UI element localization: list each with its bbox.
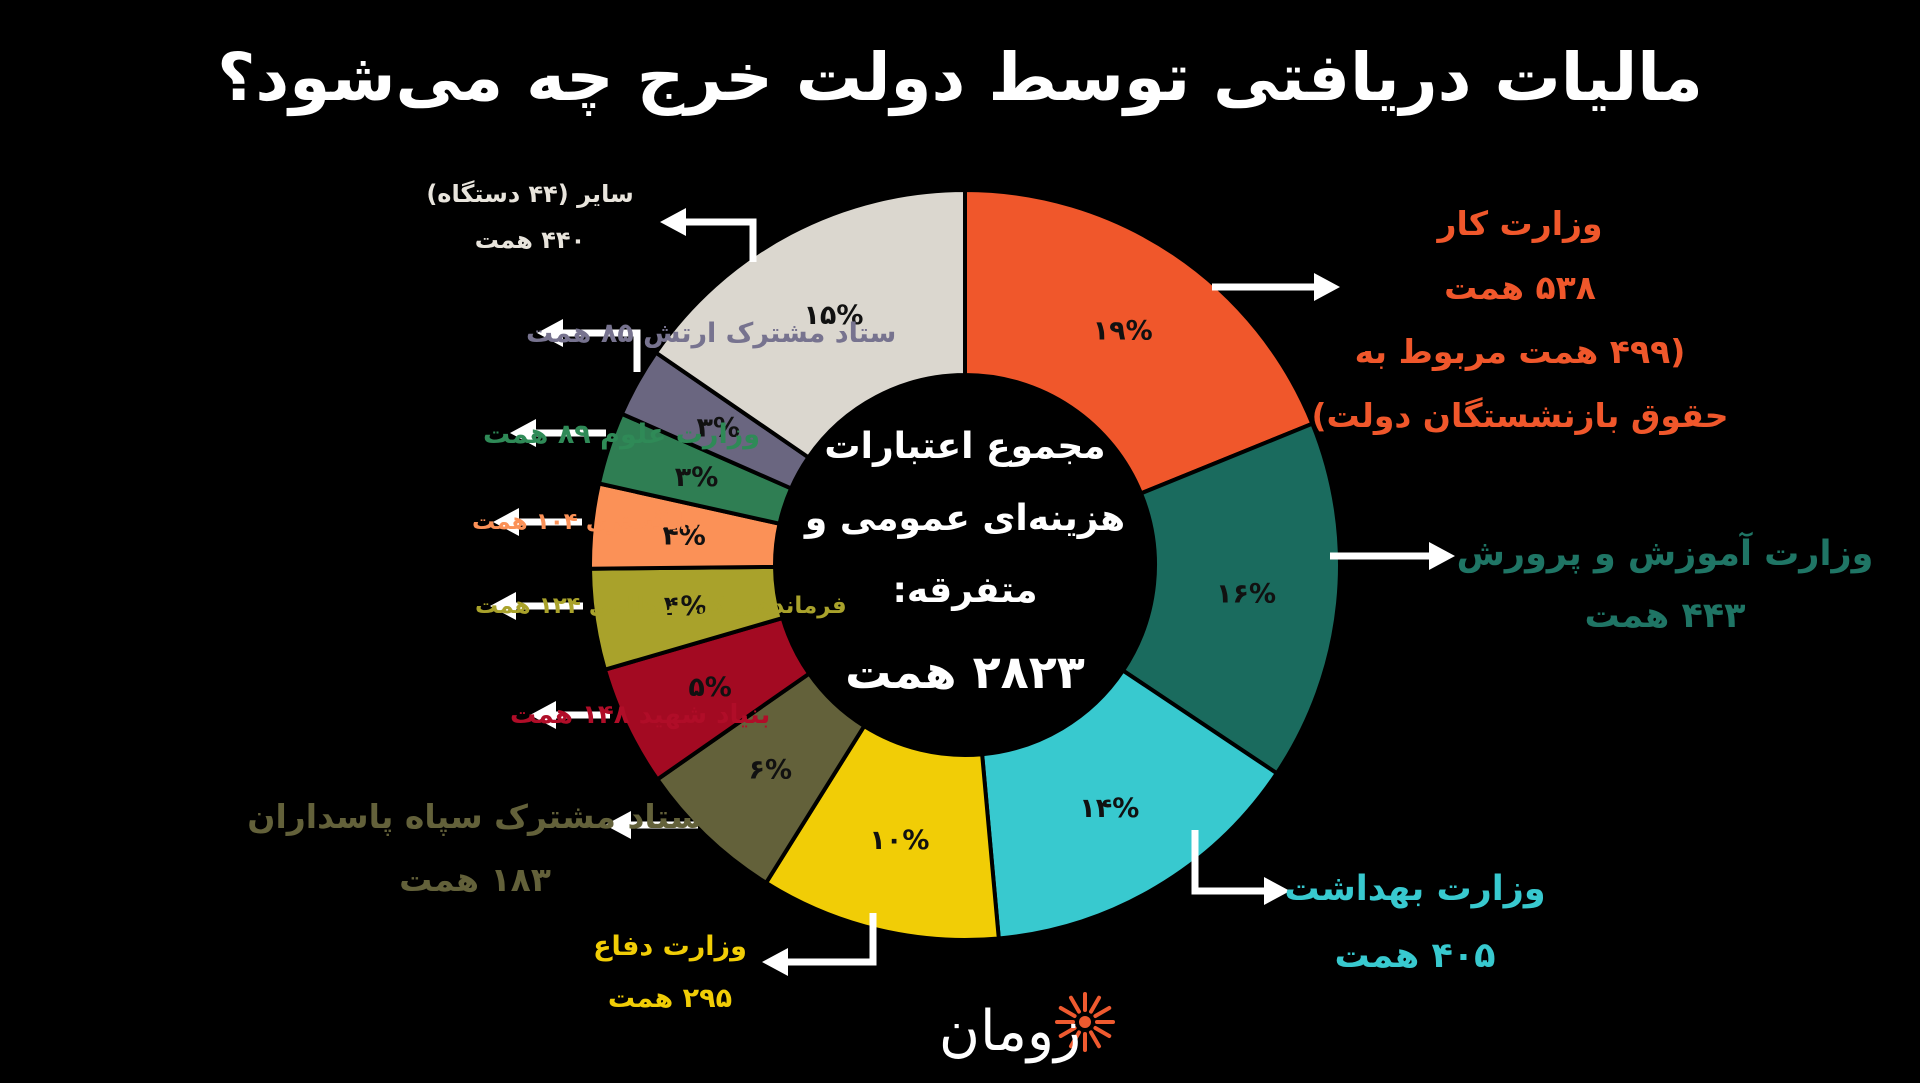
label-kar-line-4: حقوق بازنشستگان دولت) — [1311, 396, 1728, 436]
logo-ray — [1058, 1006, 1077, 1018]
slice-percent-artesh: ۳% — [696, 412, 740, 443]
center-line-3: متفرقه: — [892, 570, 1037, 611]
label-sepah-line-2: ۱۸۳ همت — [399, 860, 551, 899]
logo-text: زومان — [939, 999, 1081, 1064]
center-summary: مجموع اعتبارات هزینه‌ای عمومی و متفرقه: … — [803, 426, 1125, 699]
callout-arrowhead-sayer — [660, 208, 686, 236]
label-amoozesh-line-1: وزارت آموزش و پرورش — [1457, 531, 1874, 574]
slice-percent-sayer: ۱۵% — [803, 300, 863, 331]
label-behdasht-line-2: ۴۰۵ همت — [1334, 936, 1495, 976]
label-defa-line-1: وزارت دفاع — [593, 931, 747, 962]
callouts-group — [490, 208, 1455, 976]
slice-kar — [963, 187, 1315, 497]
slice-sayer — [653, 187, 967, 461]
callout-arrowhead-sepah — [605, 811, 631, 839]
callout-line-behdasht — [1191, 830, 1272, 895]
callout-arrowhead-shahid — [530, 701, 556, 729]
center-total: ۲۸۲۳ همت — [845, 645, 1085, 699]
slice-percent-behdasht: ۱۴% — [1079, 793, 1139, 824]
logo-ray — [1069, 1030, 1081, 1049]
logo-ray — [1089, 1030, 1101, 1049]
label-kar-line-3: (۴۹۹ همت مربوط به — [1355, 332, 1686, 372]
sunburst-logo-icon — [1055, 992, 1115, 1052]
slice-percent-kar: ۱۹% — [1093, 316, 1153, 347]
callout-arrowhead-oloom — [510, 419, 536, 447]
logo-ray — [1058, 1026, 1077, 1038]
logo-ray — [1069, 995, 1081, 1014]
callout-arrowhead-behdasht — [1264, 877, 1290, 905]
logo-ray — [1093, 1026, 1112, 1038]
label-dadgostari-line-1: دادگستری ۱۰۴ همت — [472, 508, 699, 535]
label-faraja-line-1: فرماندهی کل انتظامی ۱۲۴ همت — [475, 593, 847, 619]
label-kar-line-1: وزارت کار — [1435, 204, 1602, 244]
center-line-2: هزینه‌ای عمومی و — [803, 498, 1125, 539]
callout-arrowhead-dadgostari — [493, 508, 519, 536]
label-behdasht-line-1: وزارت بهداشت — [1284, 869, 1545, 909]
category-labels-group: وزارت کار ۵۳۸ همت (۴۹۹ همت مربوط به حقوق با… — [247, 180, 1873, 1014]
slice-percent-defa: ۱۰% — [869, 825, 929, 856]
slice-defa — [763, 723, 1001, 942]
callout-arrowhead-kar — [1314, 273, 1340, 301]
slice-percent-faraja: ۴% — [664, 591, 708, 622]
callout-arrowhead-amoozesh — [1429, 542, 1455, 570]
logo-ray — [1093, 1006, 1112, 1018]
label-defa-line-2: ۲۹۵ همت — [608, 983, 732, 1014]
chart-title: مالیات دریافتی توسط دولت خرج چه می‌شود؟ — [217, 39, 1703, 117]
slice-percent-amoozesh: ۱۶% — [1216, 579, 1276, 610]
callout-line-sayer — [678, 218, 757, 262]
label-shahid-line-1: بنیاد شهید ۱۴۸ همت — [510, 700, 770, 730]
callout-arrowhead-artesh — [537, 319, 563, 347]
label-kar-line-2: ۵۳۸ همت — [1444, 268, 1596, 307]
callout-line-defa — [780, 913, 877, 966]
logo-ray — [1089, 995, 1101, 1014]
callout-arrowhead-faraja — [490, 592, 516, 620]
slice-amoozesh — [1120, 421, 1342, 777]
label-amoozesh-line-2: ۴۴۳ همت — [1584, 596, 1745, 636]
slices-group — [587, 187, 1342, 942]
label-artesh-line-1: ستاد مشترک ارتش ۸۵ همت — [526, 318, 896, 349]
slice-percent-dadgostari: ۴% — [662, 521, 706, 552]
callout-arrowhead-defa — [762, 948, 788, 976]
label-sepah-line-1: ستاد مشترک سپاه پاسداران — [247, 797, 702, 837]
label-sayer-line-1: سایر (۴۴ دستگاه) — [426, 180, 633, 208]
callout-line-artesh — [555, 329, 641, 372]
label-sayer-line-2: ۴۴۰ همت — [475, 226, 585, 254]
percent-labels-group: ۱۹% ۱۶% ۱۴% ۱۰% ۶% ۵% ۴% ۴% ۳% ۳% ۱۵% — [662, 300, 1276, 856]
label-oloom-line-1: وزارت علوم ۸۹ همت — [483, 419, 760, 450]
center-line-1: مجموع اعتبارات — [824, 426, 1105, 467]
slice-behdasht — [979, 667, 1280, 941]
slice-percent-oloom: ۳% — [675, 462, 719, 493]
logo: زومان — [939, 992, 1115, 1064]
slice-percent-shahid: ۵% — [688, 672, 732, 703]
slice-percent-sepah: ۶% — [748, 755, 792, 786]
logo-dot — [1079, 1016, 1091, 1028]
